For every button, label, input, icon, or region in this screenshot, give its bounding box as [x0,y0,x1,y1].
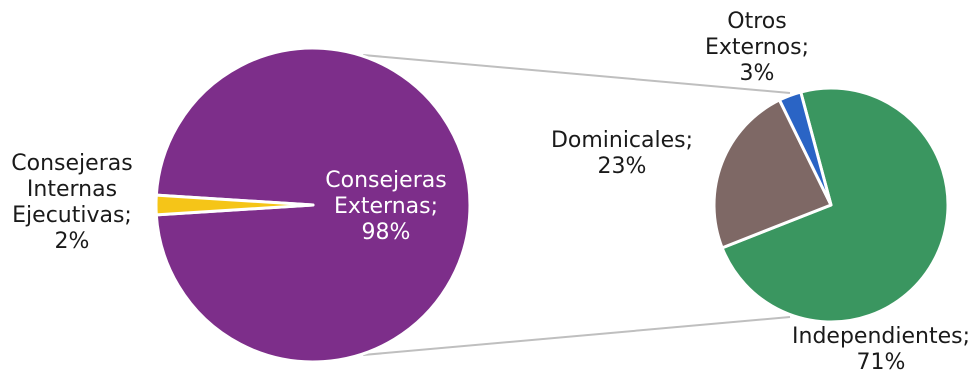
data-label-dominicales: Dominicales; 23% [551,128,693,179]
data-label-line: Externas; [334,194,438,219]
connector-lines [362,54,791,356]
data-label-line: 71% [857,350,906,375]
data-label-line: 23% [598,154,647,179]
data-label-otros-externos: Otros Externos; 3% [705,9,809,86]
pie-slice-otros-externos [777,90,833,207]
data-label-line: Ejecutivas; [12,203,132,228]
data-label-line: 98% [362,220,411,245]
pie-slice-independientes [720,86,950,324]
connector-line-top [362,54,791,94]
data-labels: Consejeras Externas; 98%Consejeras Internas… [11,9,970,375]
data-label-line: Externos; [705,35,809,60]
data-label-line: Consejeras [325,168,446,193]
data-label-line: 3% [740,61,775,86]
data-label-line: Independientes; [792,324,970,349]
connector-line-bottom [362,316,791,356]
data-label-consejeras-internas-ejecutivas: Consejeras Internas Ejecutivas; 2% [11,151,132,254]
primary-pie [154,46,472,364]
data-label-line: Dominicales; [551,128,693,153]
data-label-line: 2% [55,229,90,254]
pie-slice-dominicales [712,98,833,250]
data-label-independientes: Independientes; 71% [792,324,970,375]
data-label-line: Consejeras [11,151,132,176]
secondary-pie [712,86,950,324]
pie-slice-consejeras-internas-ejecutivas [154,193,315,217]
data-label-line: Internas [27,177,117,202]
data-label-consejeras-externas: Consejeras Externas; 98% [325,168,446,245]
data-label-line: Otros [727,9,786,34]
